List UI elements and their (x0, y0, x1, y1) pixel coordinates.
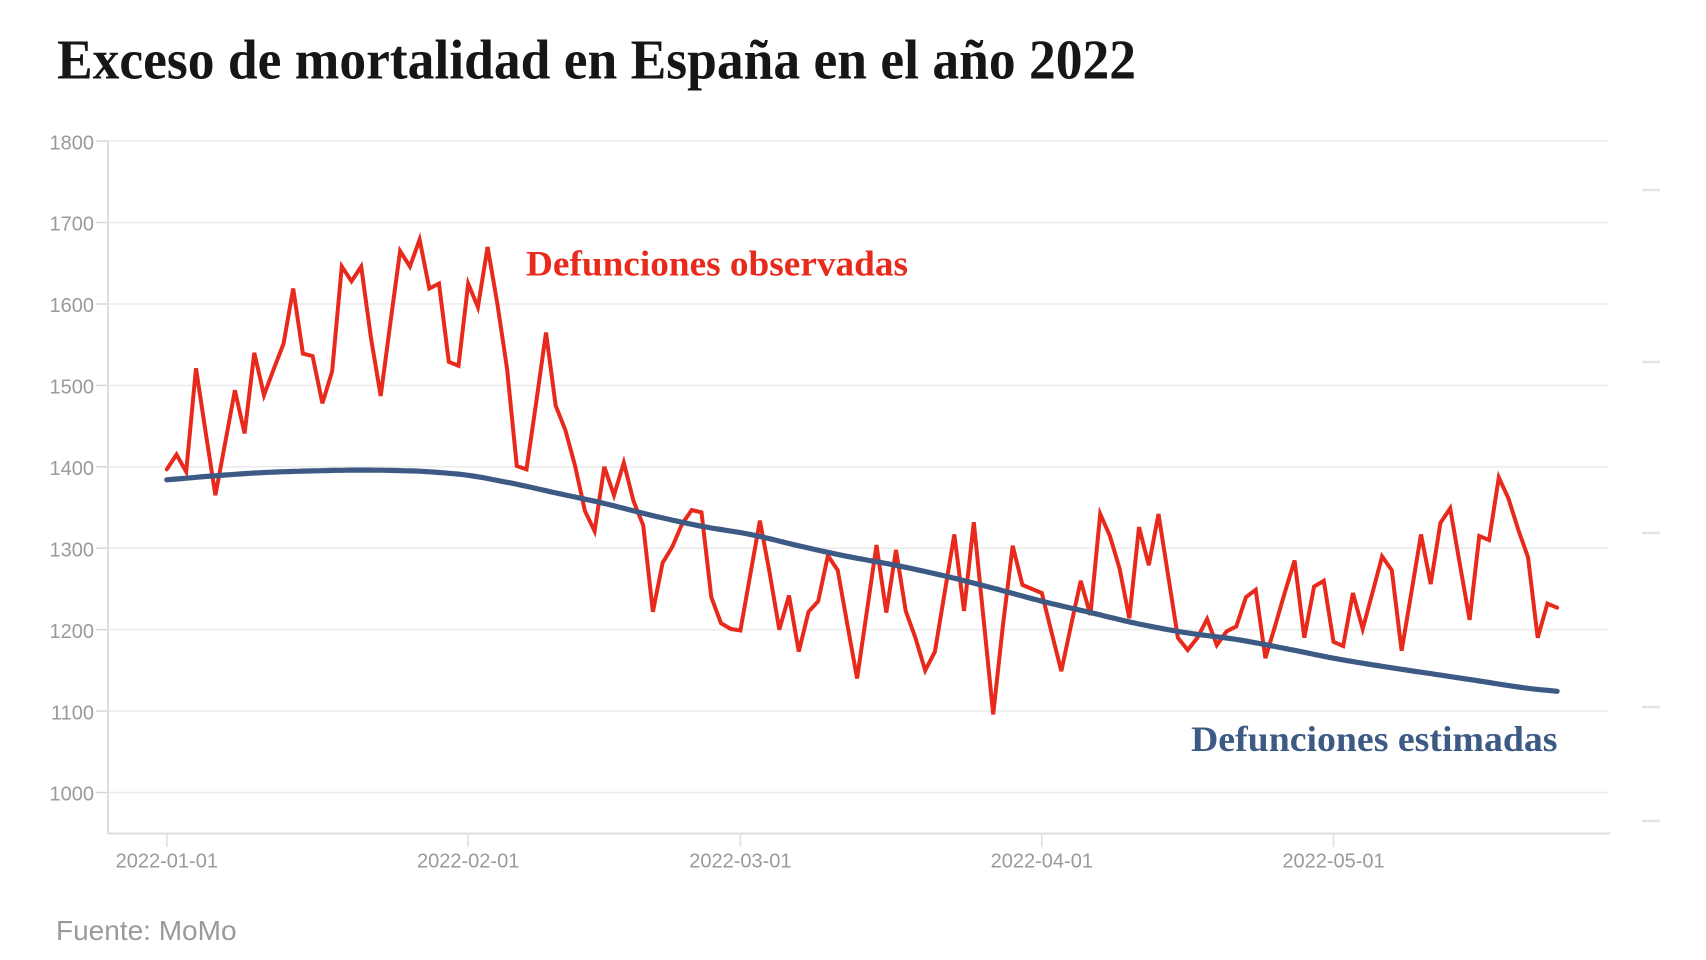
svg-text:Defunciones estimadas: Defunciones estimadas (1191, 719, 1558, 759)
svg-text:1000: 1000 (50, 784, 95, 806)
svg-text:Fuente: MoMo: Fuente: MoMo (56, 915, 237, 946)
svg-text:2022-01-01: 2022-01-01 (116, 851, 218, 873)
svg-text:Defunciones observadas: Defunciones observadas (526, 244, 908, 284)
svg-text:1300: 1300 (50, 539, 95, 561)
svg-text:Exceso de mortalidad en España: Exceso de mortalidad en España en el año… (57, 30, 1136, 92)
svg-text:1200: 1200 (50, 621, 95, 643)
svg-text:2022-03-01: 2022-03-01 (689, 851, 791, 873)
svg-text:1100: 1100 (51, 702, 94, 724)
svg-text:2022-04-01: 2022-04-01 (991, 851, 1093, 873)
svg-text:2022-02-01: 2022-02-01 (417, 851, 519, 873)
svg-text:2022-05-01: 2022-05-01 (1282, 851, 1384, 873)
svg-text:1400: 1400 (50, 458, 95, 480)
svg-text:1600: 1600 (50, 295, 95, 317)
svg-text:1500: 1500 (50, 377, 95, 399)
svg-text:1800: 1800 (50, 132, 95, 154)
svg-text:1700: 1700 (50, 214, 95, 236)
